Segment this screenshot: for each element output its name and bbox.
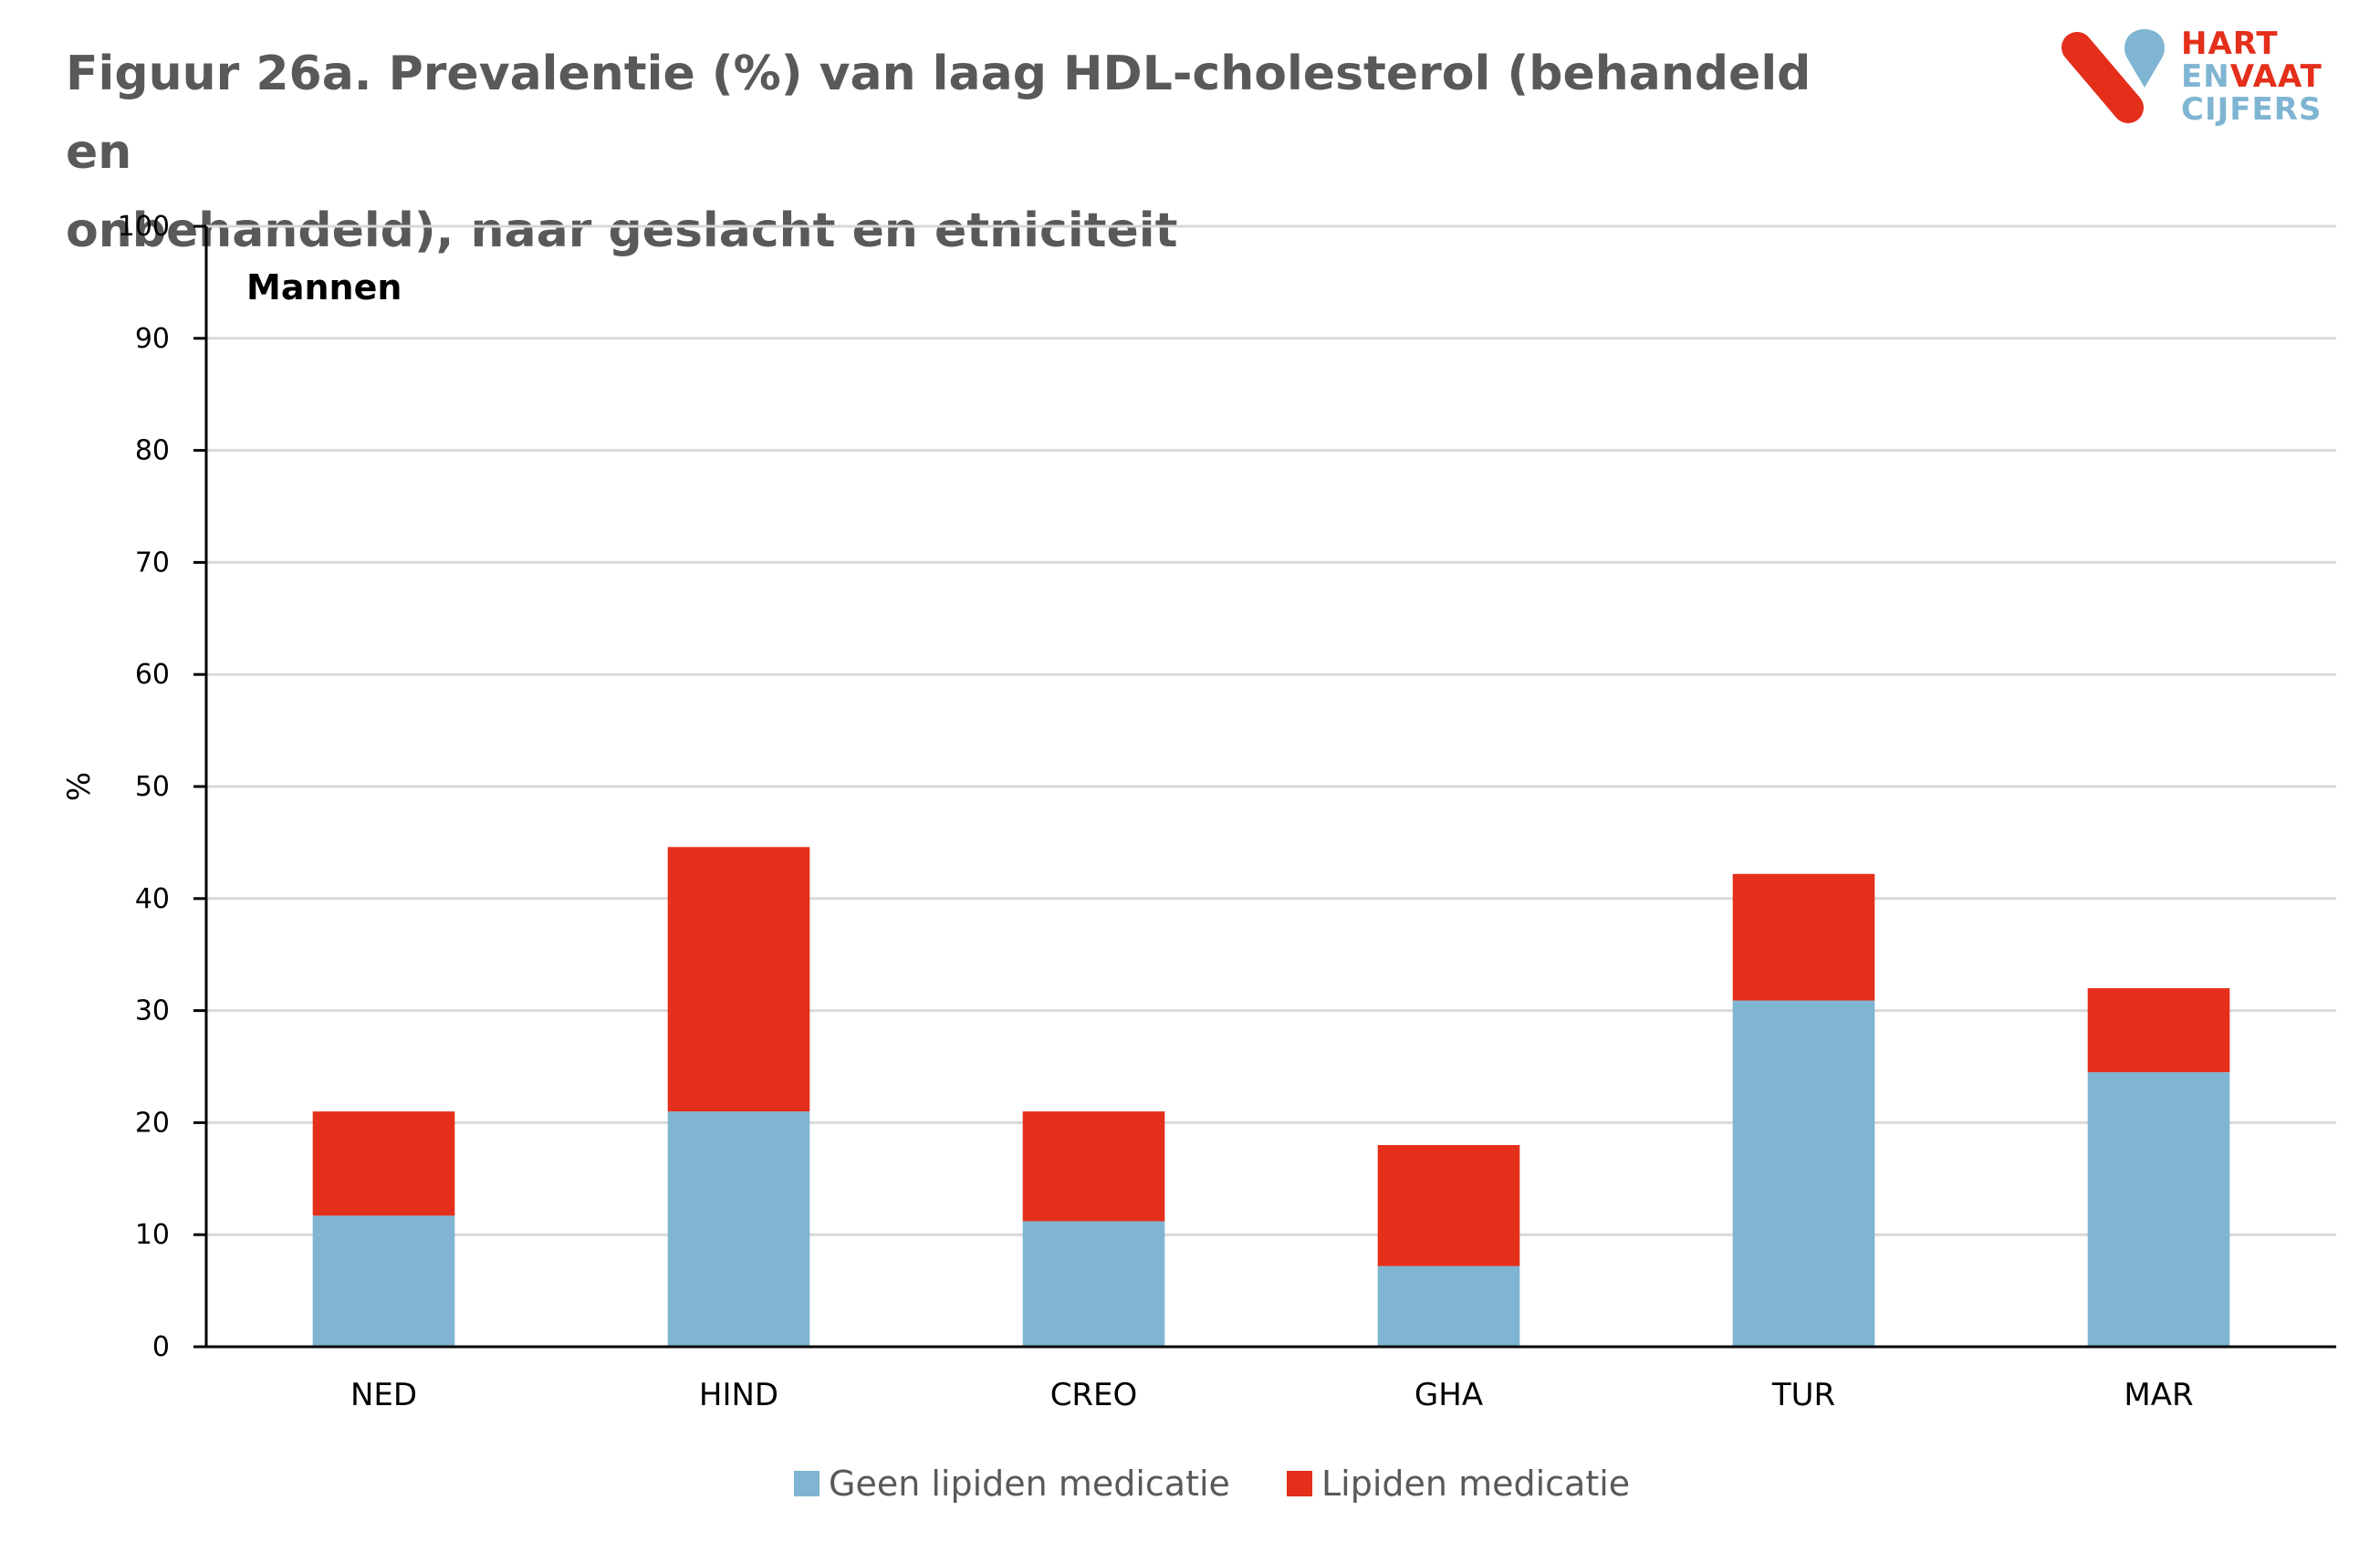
x-tick-label: NED: [350, 1377, 417, 1413]
x-tick-labels: NED HIND CREO GHA TUR MAR: [350, 1377, 2194, 1413]
bar-segment-lipiden-medicatie: [2087, 988, 2230, 1073]
chart-title-line2: onbehandeld), naar geslacht en etnicitei…: [66, 203, 1178, 258]
logo-line2a: EN: [2181, 58, 2230, 95]
logo-mark-icon: [2062, 29, 2165, 123]
logo-text: HART ENVAAT CIJFERS: [2181, 27, 2323, 126]
y-tick-label: 30: [135, 995, 170, 1027]
bar-segment-lipiden-medicatie: [1022, 1111, 1165, 1222]
y-tick-label: 80: [135, 435, 170, 467]
y-tick-label: 90: [135, 323, 170, 355]
panel-label: Mannen: [246, 267, 402, 307]
x-tick-label: TUR: [1771, 1377, 1835, 1413]
y-axis-label: %: [61, 772, 98, 801]
x-tick-label: GHA: [1414, 1377, 1483, 1413]
bar-segment-geen-lipiden-medicatie: [1377, 1266, 1520, 1347]
logo-line3: CIJFERS: [2181, 91, 2323, 128]
logo-line2b: VAAT: [2229, 58, 2323, 95]
chart-title: Figuur 26a. Prevalentie (%) van laag HDL…: [66, 35, 1891, 270]
y-tick-label: 50: [135, 771, 170, 803]
bar-segment-lipiden-medicatie: [667, 847, 810, 1112]
bar-segment-lipiden-medicatie: [312, 1111, 455, 1216]
bars: [312, 847, 2230, 1347]
logo-line1: HART: [2181, 26, 2279, 62]
bar-segment-geen-lipiden-medicatie: [667, 1111, 810, 1347]
bar-segment-geen-lipiden-medicatie: [1732, 1000, 1875, 1347]
x-tick-label: CREO: [1050, 1377, 1138, 1413]
x-tick-label: MAR: [2124, 1377, 2193, 1413]
y-tick-labels: 0 10 20 30 40 50 60 70 80 90 100: [118, 211, 206, 1363]
y-tick-label: 20: [135, 1107, 170, 1139]
bar-segment-geen-lipiden-medicatie: [312, 1215, 455, 1347]
x-tick-label: HIND: [699, 1377, 778, 1413]
chart-title-line1: Figuur 26a. Prevalentie (%) van laag HDL…: [66, 47, 1811, 180]
legend-swatch: [1287, 1471, 1312, 1496]
bar-segment-lipiden-medicatie: [1732, 873, 1875, 1001]
bar-segment-geen-lipiden-medicatie: [1022, 1221, 1165, 1347]
legend: Geen lipiden medicatie Lipiden medicatie: [794, 1464, 1630, 1504]
gridlines: [206, 224, 2336, 1236]
y-tick-label: 10: [135, 1219, 170, 1251]
y-tick-label: 100: [118, 211, 170, 243]
y-tick-label: 0: [152, 1331, 170, 1363]
y-tick-label: 40: [135, 883, 170, 915]
y-tick-label: 60: [135, 659, 170, 691]
legend-label: Geen lipiden medicatie: [829, 1464, 1230, 1504]
bar-segment-geen-lipiden-medicatie: [2087, 1072, 2230, 1347]
y-tick-label: 70: [135, 547, 170, 578]
bar-segment-lipiden-medicatie: [1377, 1144, 1520, 1266]
legend-swatch: [794, 1471, 819, 1496]
hart-en-vaat-cijfers-logo: HART ENVAAT CIJFERS: [2053, 27, 2364, 128]
legend-label: Lipiden medicatie: [1321, 1464, 1630, 1504]
